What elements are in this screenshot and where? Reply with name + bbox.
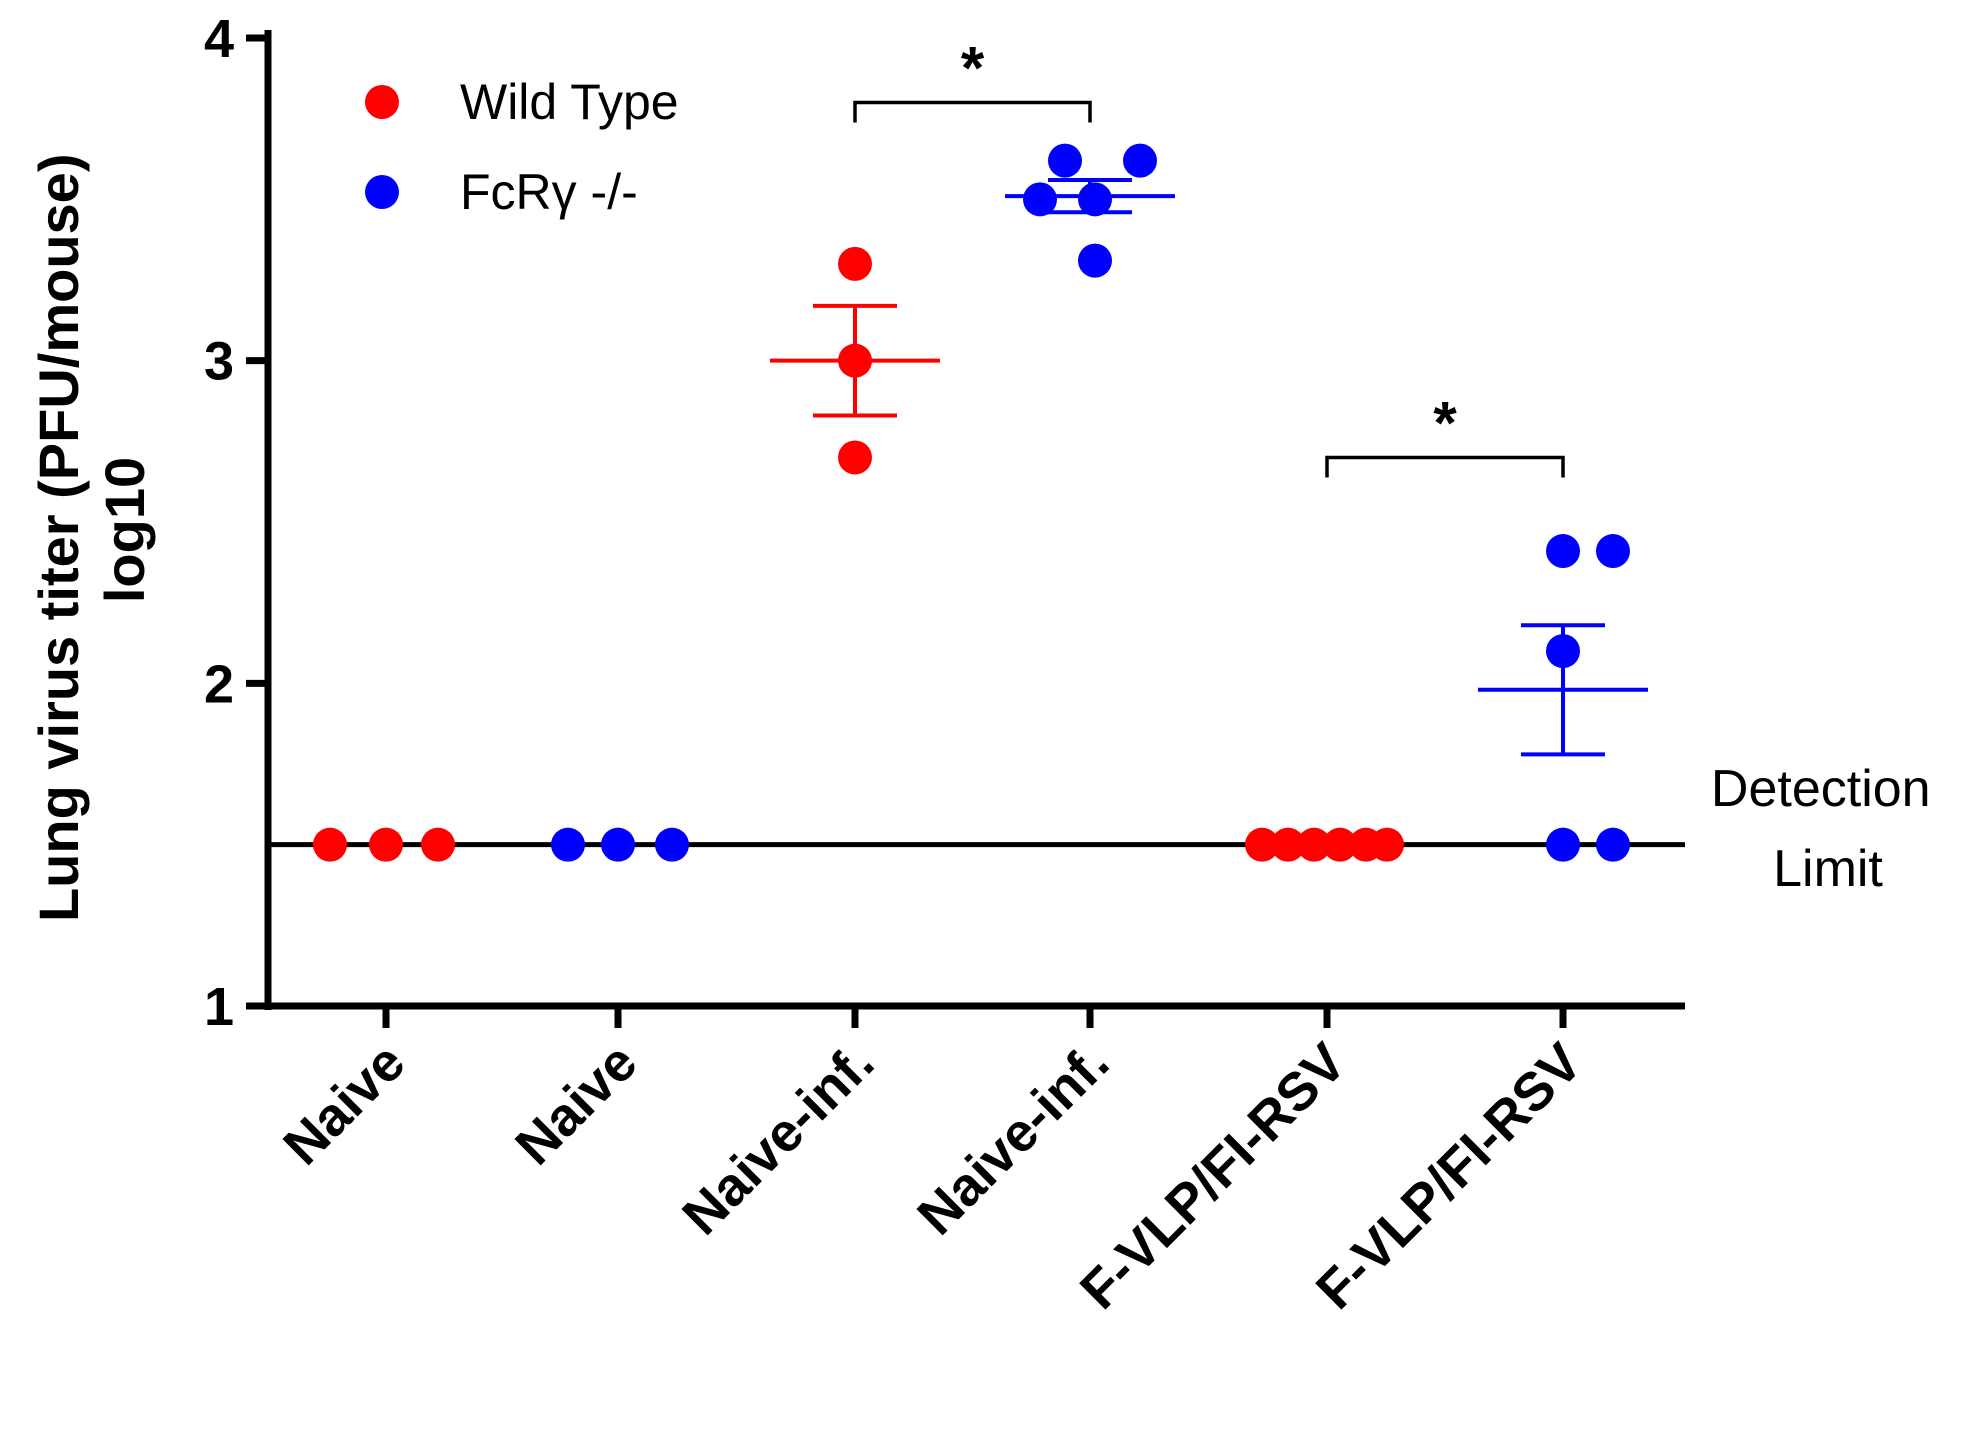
- data-point: [1245, 827, 1279, 862]
- x-category-label: Naive-inf.: [906, 1032, 1120, 1246]
- data-point: [1123, 143, 1157, 178]
- data-point: [1297, 827, 1331, 862]
- detection-limit-label: Detection Limit: [1711, 760, 1945, 898]
- legend-label: FcRγ -/-: [460, 164, 638, 220]
- y-axis-label-line1: Lung virus titer (PFU/mouse): [27, 154, 90, 923]
- y-tick-label: 1: [204, 977, 234, 1037]
- data-point: [1370, 827, 1404, 862]
- data-point: [838, 440, 872, 475]
- detection-limit-label-line1: Detection: [1711, 760, 1931, 818]
- x-category-label: Naive: [272, 1032, 416, 1176]
- legend-marker: [365, 85, 399, 119]
- data-point: [551, 827, 585, 862]
- data-point: [1271, 827, 1305, 862]
- data-point: [1078, 243, 1112, 278]
- x-category-label: Naive: [504, 1032, 648, 1176]
- category-labels: Naive Naive Naive-inf. Naive-inf.F-VLP/FI-R…: [272, 1032, 1593, 1320]
- data-point: [1596, 534, 1630, 569]
- y-tick-label: 2: [204, 654, 234, 714]
- axes: 1 2 3 4: [204, 9, 1685, 1037]
- significance-label: *: [961, 35, 985, 102]
- data-point: [1323, 827, 1357, 862]
- significance-brackets: **: [853, 35, 1565, 478]
- legend-label: Wild Type: [460, 74, 679, 130]
- x-category-label: Naive-inf.: [671, 1032, 885, 1246]
- significance-bracket: [1325, 455, 1565, 478]
- data-point: [1078, 182, 1112, 217]
- detection-limit-label-line2: Limit: [1773, 840, 1883, 898]
- data-point: [838, 246, 872, 281]
- data-point: [1546, 634, 1580, 669]
- significance-bracket: [853, 100, 1092, 123]
- significance-label: *: [1433, 389, 1457, 456]
- legend: Wild Type FcRγ -/-: [365, 74, 679, 220]
- y-axis-label-line2: log10: [93, 457, 156, 603]
- y-axis-label: Lung virus titer (PFU/mouse) log10: [27, 138, 156, 922]
- data-point: [1596, 827, 1630, 862]
- error-bars: [770, 177, 1648, 757]
- data-point: [1546, 827, 1580, 862]
- data-point: [1546, 534, 1580, 569]
- data-point: [313, 827, 347, 862]
- legend-marker: [365, 175, 399, 209]
- data-point: [601, 827, 635, 862]
- y-tick-label: 4: [204, 9, 234, 69]
- data-points: [313, 143, 1630, 862]
- data-point: [369, 827, 403, 862]
- data-point: [421, 827, 455, 862]
- data-point: [838, 343, 872, 378]
- y-tick-label: 3: [204, 332, 234, 392]
- data-point: [1048, 143, 1082, 178]
- data-point: [655, 827, 689, 862]
- data-point: [1023, 182, 1057, 217]
